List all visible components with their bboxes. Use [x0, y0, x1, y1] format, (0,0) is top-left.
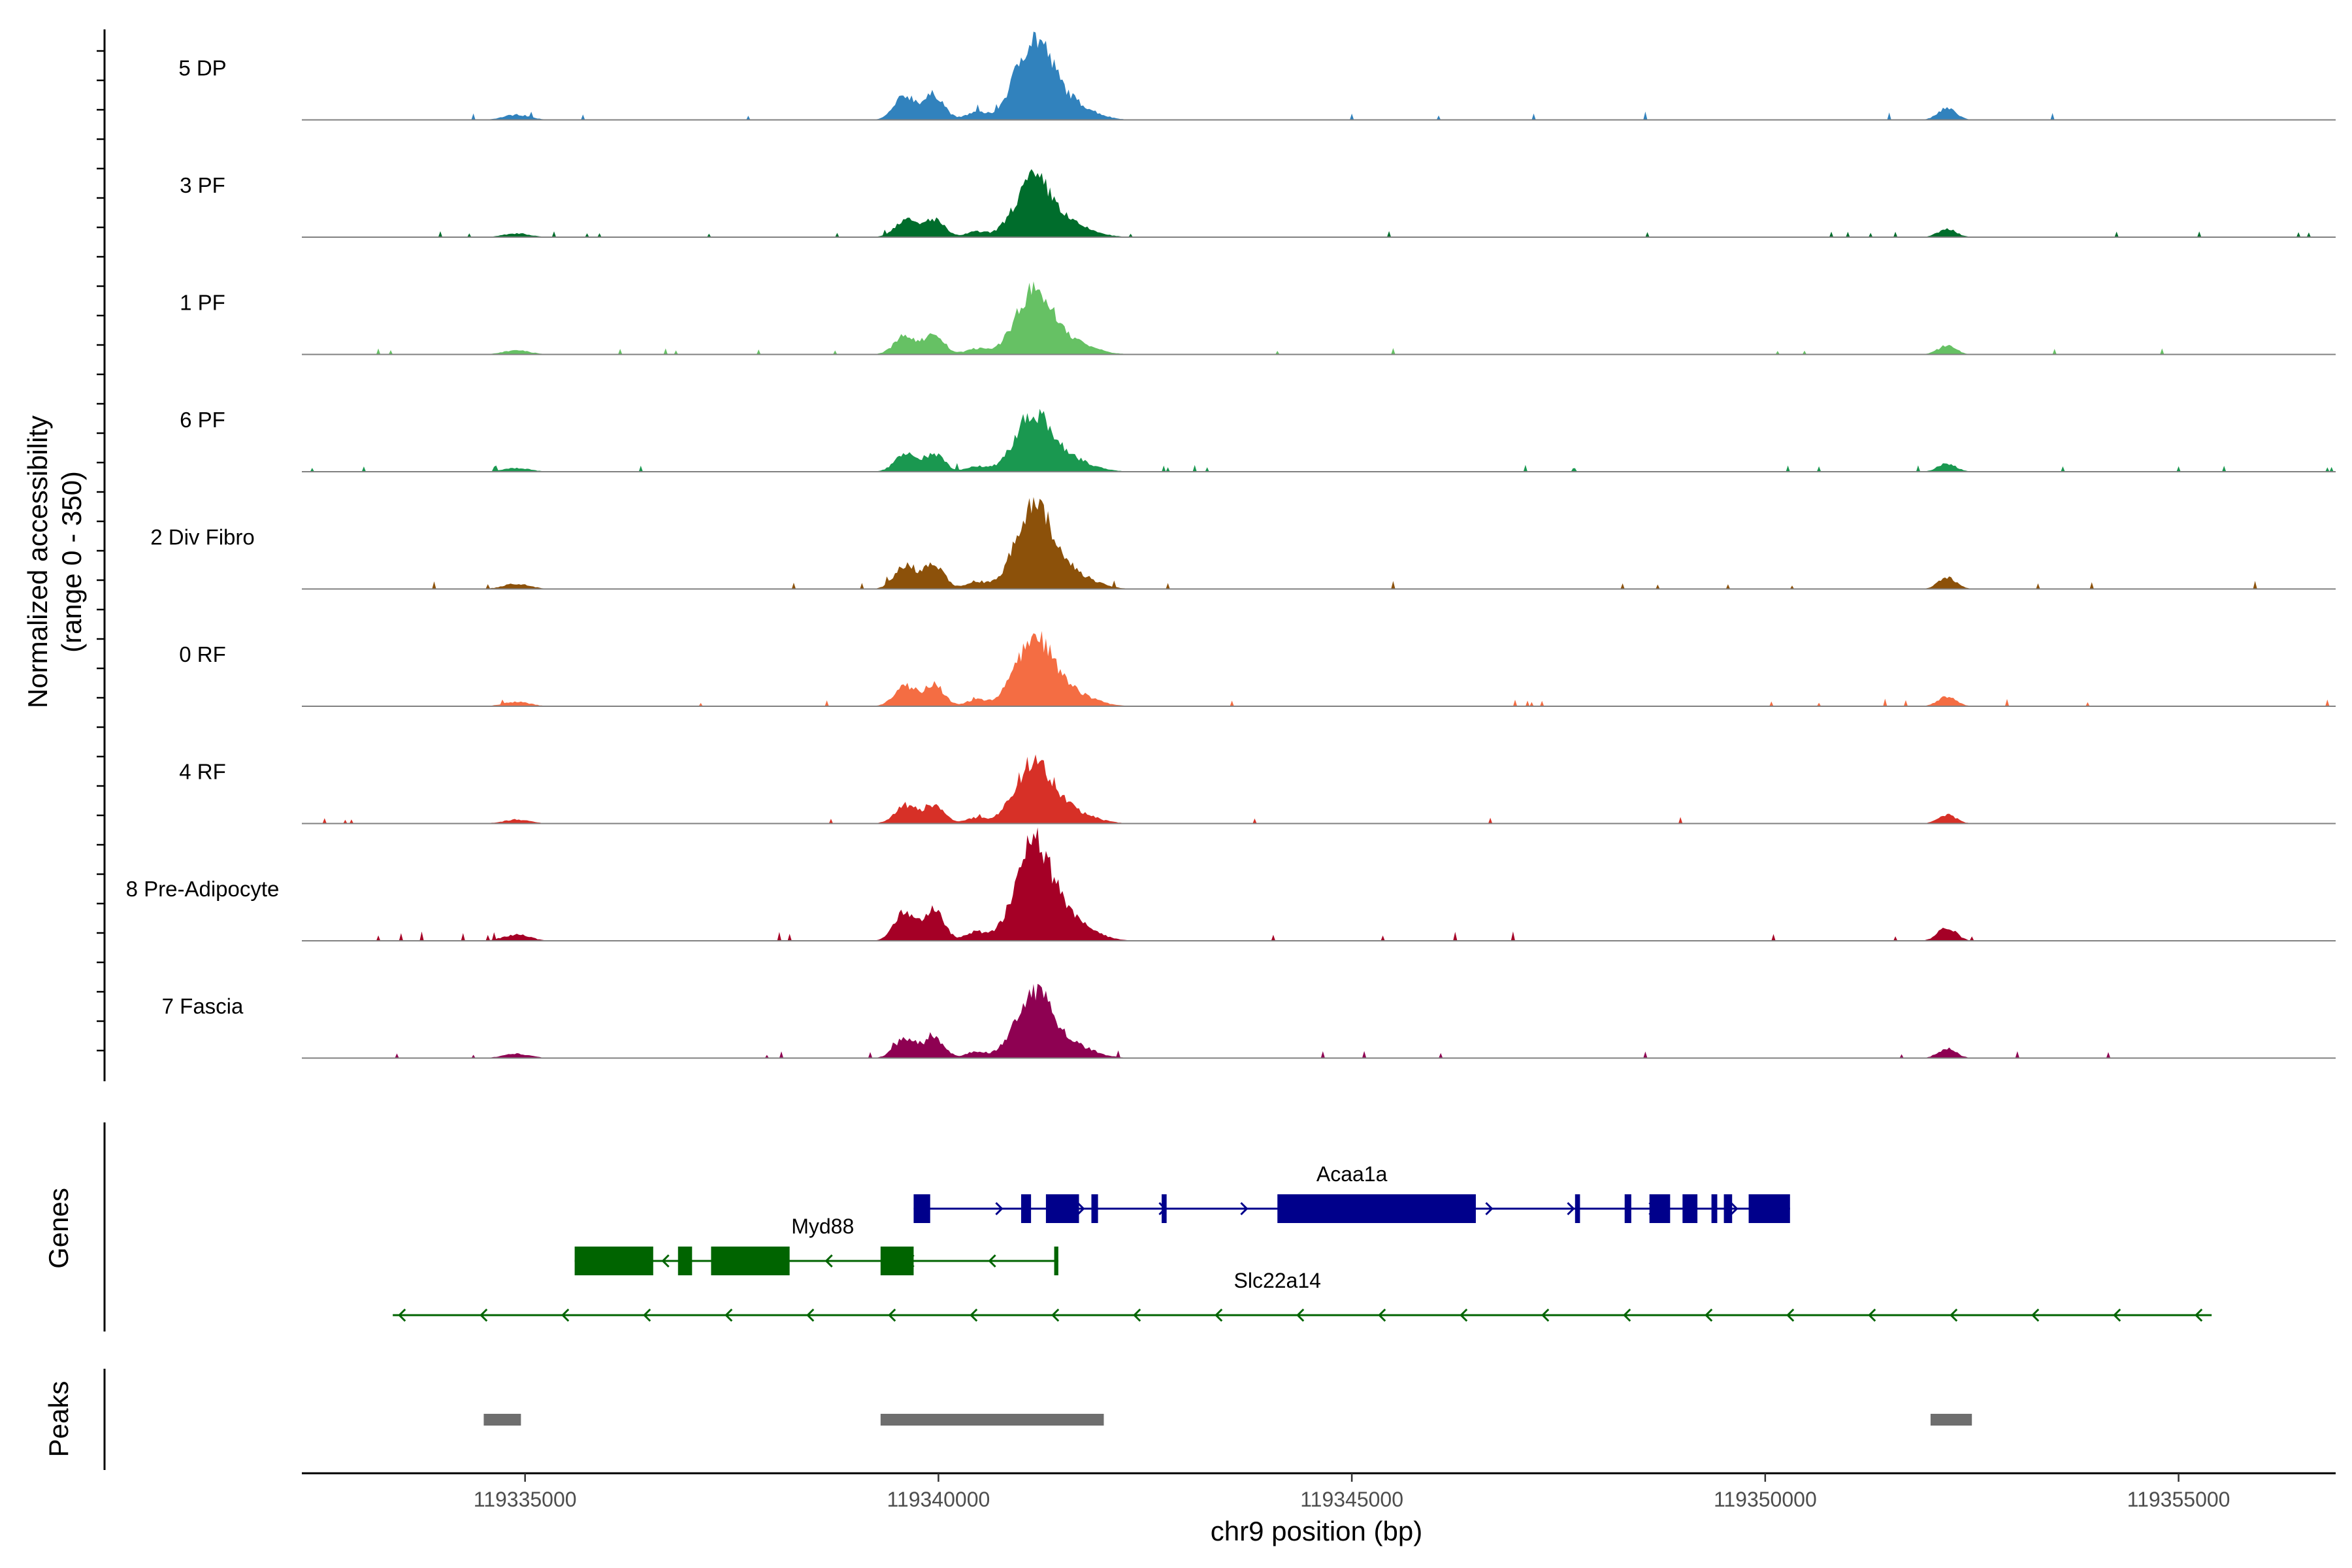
track-label: 3 PF	[180, 173, 225, 197]
gene-exon	[1649, 1194, 1671, 1223]
y-axis-label-line1: Normalized accessibility	[22, 416, 53, 708]
strand-arrow	[1215, 1308, 1223, 1322]
strand-arrow	[1623, 1308, 1631, 1322]
track-label: 5 DP	[178, 56, 226, 80]
gene-model: Acaa1a	[913, 1162, 1790, 1223]
gene-exon	[1624, 1194, 1631, 1223]
strand-arrow	[888, 1308, 896, 1322]
strand-arrow	[1950, 1308, 1958, 1322]
gene-exon	[1162, 1194, 1167, 1223]
strand-arrow	[1786, 1308, 1795, 1322]
coverage-track: 4 RF	[179, 754, 2336, 825]
strand-arrow	[1567, 1201, 1575, 1216]
coverage-track: 8 Pre-Adipocyte	[126, 827, 2336, 941]
strand-arrow	[1541, 1308, 1550, 1322]
coverage-track: 0 RF	[179, 630, 2336, 707]
strand-arrow	[806, 1308, 815, 1322]
strand-arrow	[561, 1308, 570, 1322]
x-axis-tick-label: 119350000	[1714, 1488, 1817, 1511]
coverage-track: 3 PF	[180, 169, 2336, 238]
gene-exon	[1723, 1194, 1733, 1223]
strand-arrow	[1705, 1308, 1713, 1322]
gene-model: Myd88	[574, 1215, 1058, 1275]
strand-arrow	[1051, 1308, 1060, 1322]
strand-arrow	[643, 1308, 651, 1322]
strand-arrow	[2031, 1308, 2040, 1322]
strand-arrow	[1485, 1201, 1494, 1216]
gene-exon	[1575, 1194, 1580, 1223]
x-axis-tick-label: 119355000	[2127, 1488, 2230, 1511]
coverage-panel: 5 DP 3 PF 1 PF 6 PF 2 Div Fibro 0 RF 4 RF 8 Pre…	[97, 29, 2336, 1081]
strand-arrow	[1868, 1308, 1876, 1322]
gene-exon	[574, 1247, 653, 1275]
strand-arrow	[825, 1254, 833, 1268]
track-label: 8 Pre-Adipocyte	[126, 877, 280, 901]
y-axis-label-line2: (range 0 - 350)	[56, 471, 87, 653]
strand-arrow	[988, 1254, 996, 1268]
coverage-track: 2 Div Fibro	[150, 497, 2336, 590]
strand-arrow	[480, 1308, 488, 1322]
gene-model: Slc22a14	[393, 1269, 2212, 1322]
track-label: 0 RF	[179, 642, 226, 666]
coverage-track: 5 DP	[178, 31, 2336, 121]
peaks-panel	[103, 1369, 1972, 1470]
strand-arrow	[2195, 1308, 2203, 1322]
gene-name-label: Acaa1a	[1316, 1162, 1388, 1186]
track-label: 6 PF	[180, 408, 225, 432]
x-axis-tick-label: 119340000	[887, 1488, 990, 1511]
x-axis: 119335000 119340000 119345000 119350000 1193…	[302, 1472, 2336, 1511]
strand-arrow	[1240, 1201, 1249, 1216]
coverage-track: 7 Fascia	[162, 983, 2336, 1059]
x-axis-tick-label: 119335000	[474, 1488, 577, 1511]
strand-arrow	[1378, 1308, 1386, 1322]
gene-exon	[913, 1194, 930, 1223]
strand-arrow	[1296, 1308, 1305, 1322]
strand-arrow	[661, 1254, 670, 1268]
peak-region	[483, 1414, 521, 1426]
gene-exon	[1045, 1194, 1079, 1223]
strand-arrow	[995, 1201, 1004, 1216]
peaks-panel-label: Peaks	[43, 1381, 74, 1458]
x-axis-title: chr9 position (bp)	[1211, 1516, 1423, 1546]
genes-panel-label: Genes	[43, 1188, 74, 1269]
coverage-track: 6 PF	[180, 408, 2336, 472]
strand-arrow	[970, 1308, 978, 1322]
strand-arrow	[398, 1308, 406, 1322]
gene-exon	[1277, 1194, 1476, 1223]
peak-region	[880, 1414, 1104, 1426]
strand-arrow	[1077, 1201, 1085, 1216]
track-label: 4 RF	[179, 760, 226, 784]
strand-arrow	[725, 1308, 733, 1322]
gene-exon	[1682, 1194, 1698, 1223]
gene-exon	[880, 1247, 914, 1275]
genes-panel: Acaa1a Myd88 Slc22a14	[103, 1122, 2212, 1331]
gene-exon	[1054, 1247, 1058, 1275]
peak-region	[1930, 1414, 1972, 1426]
strand-arrow	[2113, 1308, 2121, 1322]
gene-exon	[1021, 1194, 1032, 1223]
gene-exon	[711, 1247, 790, 1275]
strand-arrow	[1730, 1201, 1739, 1216]
gene-name-label: Slc22a14	[1234, 1269, 1321, 1292]
coverage-track: 1 PF	[180, 281, 2336, 355]
gene-exon	[1091, 1194, 1098, 1223]
track-label: 1 PF	[180, 291, 225, 315]
x-axis-tick-label: 119345000	[1300, 1488, 1403, 1511]
strand-arrow	[1133, 1308, 1141, 1322]
gene-exon	[1748, 1194, 1790, 1223]
gene-name-label: Myd88	[791, 1215, 854, 1238]
track-label: 2 Div Fibro	[150, 525, 255, 549]
gene-exon	[1711, 1194, 1718, 1223]
gene-exon	[678, 1247, 693, 1275]
track-label: 7 Fascia	[162, 994, 244, 1019]
strand-arrow	[1460, 1308, 1468, 1322]
